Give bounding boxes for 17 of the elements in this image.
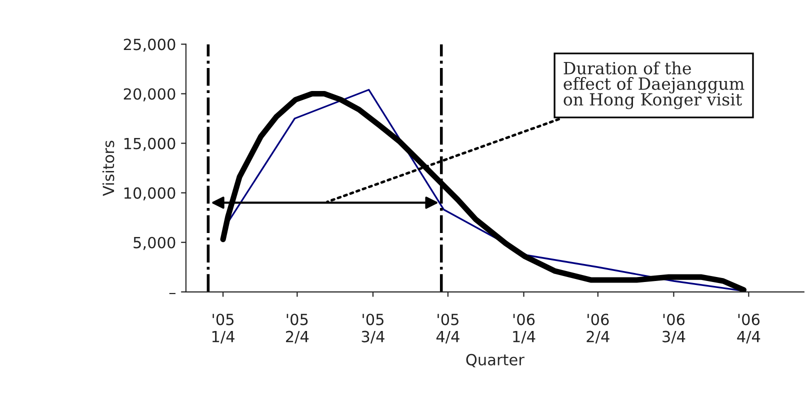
x-tick-label: '06 1/4 bbox=[513, 314, 536, 344]
x-tick-label: '05 1/4 bbox=[212, 314, 234, 344]
y-tick-label: – bbox=[169, 292, 176, 294]
y-tick-label: 10,000 bbox=[124, 187, 176, 200]
y-tick-label: 20,000 bbox=[124, 88, 176, 102]
x-axis-title: Quarter bbox=[466, 354, 524, 368]
x-tick-label: '06 2/4 bbox=[586, 314, 610, 344]
y-tick-label: 25,000 bbox=[124, 38, 176, 52]
x-tick-label: '05 4/4 bbox=[436, 314, 460, 344]
x-tick-label: '06 4/4 bbox=[737, 314, 760, 344]
x-tick-label: '05 3/4 bbox=[362, 314, 384, 344]
y-tick-label: 15,000 bbox=[124, 138, 176, 151]
x-tick-label: '05 2/4 bbox=[286, 314, 309, 344]
y-tick-label: 5,000 bbox=[134, 236, 176, 250]
annotation: Duration of the effect of Daejanggum on Hong Konger visit bbox=[564, 62, 744, 110]
x-tick-label: '06 3/4 bbox=[662, 314, 686, 344]
y-axis-title: Visitors bbox=[102, 140, 114, 196]
